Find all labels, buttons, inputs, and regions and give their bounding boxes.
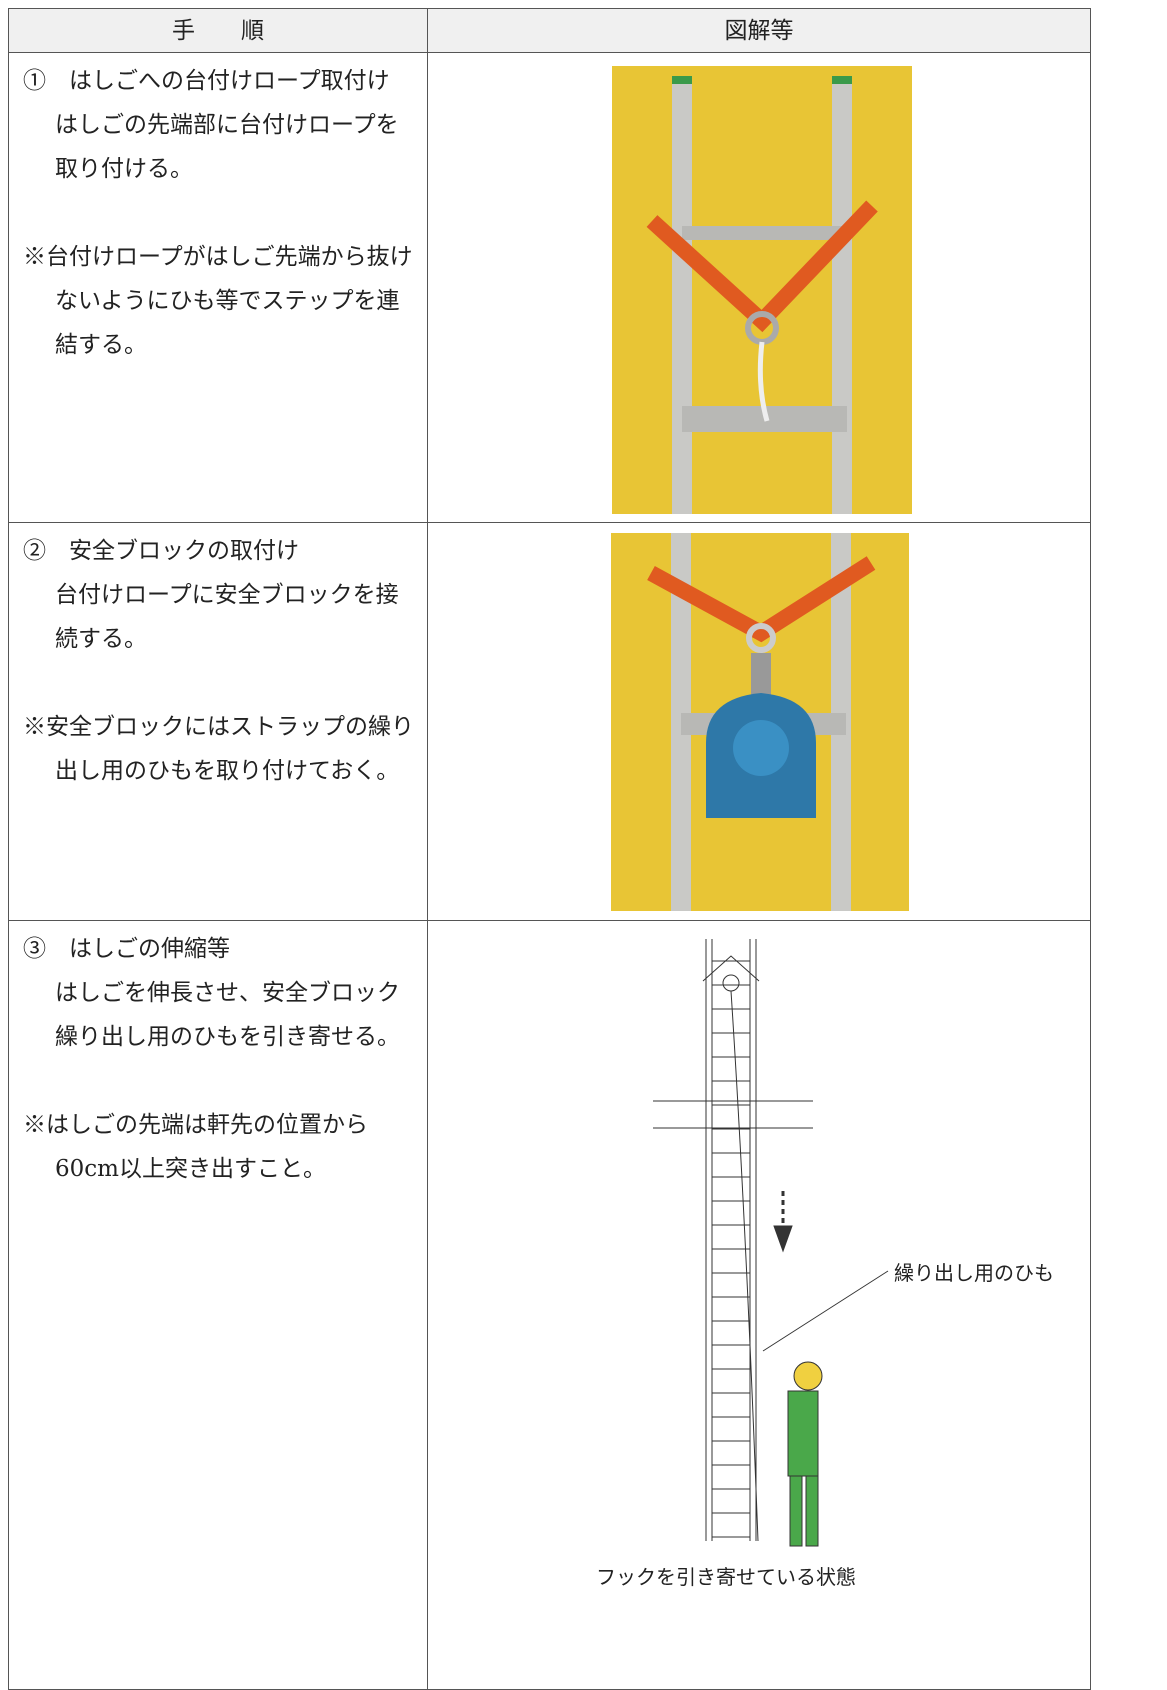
step-title: ② 安全ブロックの取付け <box>23 538 299 564</box>
step-body: 台付けロープに安全ブロックを接続する。 <box>55 582 399 652</box>
photo-ladder-rope <box>612 66 912 514</box>
figure-cell: 繰り出し用のひも フックを引き寄せている状態 <box>427 920 1091 1690</box>
step-note: ※台付けロープがはしご先端から抜けないようにひも等でステップを連結する。 <box>23 244 413 358</box>
header-cell: 手 順 <box>8 8 428 53</box>
photo-safety-block <box>611 533 909 911</box>
ladder-illustration <box>653 939 889 1547</box>
step-note: ※はしごの先端は軒先の位置から60cm以上突き出すこと。 <box>23 1112 368 1182</box>
step-title: ① はしごへの台付けロープ取付け <box>23 68 390 94</box>
step-body: はしごの先端部に台付けロープを取り付ける。 <box>55 112 399 182</box>
header-cell: 図解等 <box>427 8 1091 53</box>
step-title: ③ はしごの伸縮等 <box>23 936 230 962</box>
figure-label: 繰り出し用のひも <box>894 1261 1054 1285</box>
step-body: はしごを伸長させ、安全ブロック繰り出し用のひもを引き寄せる。 <box>55 980 400 1050</box>
figure-cell <box>427 52 1091 523</box>
step-cell: ② 安全ブロックの取付け 台付けロープに安全ブロックを接続する。 ※安全ブロック… <box>8 522 428 921</box>
step-cell: ① はしごへの台付けロープ取付け はしごの先端部に台付けロープを取り付ける。 ※… <box>8 52 428 523</box>
step-cell: ③ はしごの伸縮等 はしごを伸長させ、安全ブロック繰り出し用のひもを引き寄せる。… <box>8 920 428 1690</box>
figure-cell <box>427 522 1091 921</box>
figure-caption: フックを引き寄せている状態 <box>596 1565 856 1589</box>
step-note: ※安全ブロックにはストラップの繰り出し用のひもを取り付けておく。 <box>23 714 414 784</box>
